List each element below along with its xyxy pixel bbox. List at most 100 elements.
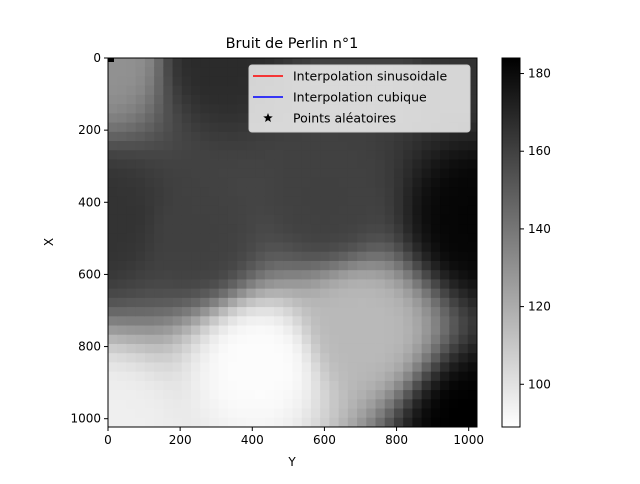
heatmap-cell [218,67,229,78]
heatmap-cell [191,380,201,391]
heatmap-cell [467,205,477,216]
heatmap-cell [310,58,321,68]
heatmap-cell [449,224,460,234]
heatmap-cell [430,214,441,225]
heatmap-cell [163,316,174,327]
heatmap-cell [375,205,386,216]
heatmap-cell [440,343,450,354]
heatmap-cell [172,251,183,262]
heatmap-cell [301,251,312,262]
heatmap-cell [375,288,386,299]
heatmap-cell [393,214,404,225]
heatmap-cell [393,187,404,197]
heatmap-cell [172,76,183,87]
heatmap-cell [384,224,395,234]
heatmap-cell [357,242,367,253]
heatmap-cell [421,353,432,364]
heatmap-cell [191,104,201,114]
heatmap-cell [117,214,128,225]
heatmap-cell [108,408,118,419]
heatmap-cell [301,141,312,151]
heatmap-cell [283,242,294,253]
heatmap-cell [338,270,349,280]
heatmap-cell [200,141,211,151]
heatmap-cell [467,399,477,410]
heatmap-cell [292,233,303,244]
heatmap-cell [181,242,192,253]
heatmap-cell [135,141,146,151]
heatmap-cell [421,168,432,179]
heatmap-cell [403,260,414,271]
heatmap-cell [181,168,192,179]
heatmap-cell [108,141,118,151]
heatmap-cell [144,371,155,382]
heatmap-cell [264,205,275,216]
heatmap-cell [274,150,284,161]
heatmap-cell [347,408,358,419]
heatmap-cell [246,141,257,151]
heatmap-cell [301,417,312,427]
heatmap-cell [144,270,155,280]
heatmap-cell [274,168,284,179]
heatmap-cell [144,122,155,133]
heatmap-cell [338,334,349,345]
heatmap-cell [237,224,247,234]
heatmap-cell [135,380,146,391]
heatmap-cell [347,334,358,345]
heatmap-cell [237,288,247,299]
heatmap-cell [301,205,312,216]
heatmap-cell [440,270,450,280]
heatmap-cell [393,390,404,400]
heatmap-cell [338,168,349,179]
heatmap-cell [227,104,238,114]
heatmap-cell [191,417,201,427]
heatmap-cell [310,242,321,253]
heatmap-cell [375,58,386,68]
heatmap-cell [163,159,174,170]
heatmap-cell [467,371,477,382]
heatmap-cell [126,168,137,179]
heatmap-cell [310,297,321,308]
heatmap-cell [274,242,284,253]
heatmap-cell [227,408,238,419]
heatmap-cell [403,417,414,427]
heatmap-cell [200,288,211,299]
heatmap-cell [430,150,441,161]
heatmap-cell [403,371,414,382]
heatmap-cell [274,251,284,262]
heatmap-cell [384,380,395,391]
heatmap-cell [421,297,432,308]
heatmap-cell [181,417,192,427]
heatmap-cell [329,233,340,244]
heatmap-cell [172,343,183,354]
heatmap-cell [237,141,247,151]
heatmap-cell [375,279,386,290]
heatmap-cell [458,251,469,262]
heatmap-cell [329,390,340,400]
heatmap-cell [181,371,192,382]
heatmap-cell [237,260,247,271]
heatmap-cell [338,233,349,244]
heatmap-cell [154,177,164,188]
heatmap-cell [292,187,303,197]
heatmap-cell [292,408,303,419]
heatmap-cell [357,399,367,410]
heatmap-cell [347,279,358,290]
heatmap-cell [264,168,275,179]
heatmap-cell [467,390,477,400]
heatmap-cell [172,187,183,197]
heatmap-cell [108,224,118,234]
heatmap-cell [227,307,238,317]
heatmap-cell [274,224,284,234]
heatmap-cell [458,279,469,290]
heatmap-cell [338,196,349,207]
heatmap-cell [144,58,155,68]
heatmap-cell [384,150,395,161]
x-tick-label: 400 [241,433,264,447]
heatmap-cell [440,297,450,308]
heatmap-cell [366,214,377,225]
heatmap-cell [218,307,229,317]
heatmap-cell [108,270,118,280]
heatmap-cell [421,233,432,244]
heatmap-cell [421,150,432,161]
